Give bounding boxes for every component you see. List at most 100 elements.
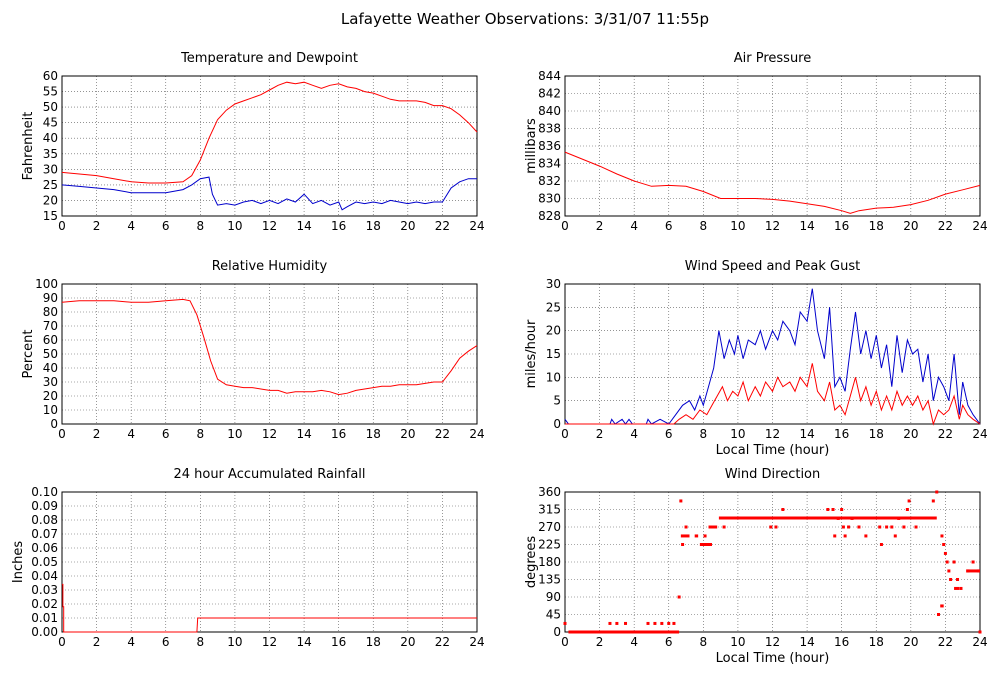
direction-point	[978, 630, 982, 634]
x-tick-label: 4	[127, 219, 135, 233]
x-axis-label: Local Time (hour)	[716, 651, 830, 666]
direction-point	[667, 621, 671, 625]
x-tick-label: 8	[197, 219, 205, 233]
x-tick-label: 14	[296, 219, 311, 233]
x-tick-label: 0	[58, 635, 66, 649]
x-tick-label: 22	[938, 219, 953, 233]
y-tick-label: 15	[43, 209, 58, 223]
y-tick-label: 840	[538, 104, 561, 118]
x-tick-label: 0	[561, 219, 569, 233]
y-tick-label: 30	[43, 162, 58, 176]
y-tick-label: 80	[43, 305, 58, 319]
x-tick-label: 12	[262, 635, 277, 649]
direction-point	[935, 490, 939, 494]
x-tick-label: 16	[331, 635, 346, 649]
y-tick-label: 0.07	[31, 527, 58, 541]
x-tick-label: 16	[834, 427, 849, 441]
x-tick-label: 20	[400, 635, 415, 649]
direction-point	[833, 534, 837, 538]
y-tick-label: 0.01	[31, 611, 58, 625]
y-tick-label: 0.05	[31, 555, 58, 569]
direction-point	[847, 525, 851, 529]
y-tick-label: 40	[43, 361, 58, 375]
direction-point	[703, 534, 707, 538]
direction-point	[672, 621, 676, 625]
x-tick-label: 14	[799, 219, 814, 233]
x-tick-label: 0	[58, 427, 66, 441]
x-tick-label: 24	[972, 427, 987, 441]
x-tick-label: 4	[127, 635, 135, 649]
chart-title: Relative Humidity	[212, 259, 328, 274]
direction-point	[947, 569, 951, 573]
y-tick-label: 836	[538, 139, 561, 153]
y-tick-label: 30	[43, 375, 58, 389]
direction-point	[897, 516, 901, 520]
x-tick-label: 14	[296, 427, 311, 441]
x-tick-label: 24	[972, 219, 987, 233]
y-tick-label: 90	[546, 590, 561, 604]
y-tick-label: 832	[538, 174, 561, 188]
x-tick-label: 4	[630, 219, 638, 233]
direction-point	[905, 508, 909, 511]
direction-point	[841, 525, 845, 529]
x-tick-label: 2	[596, 219, 604, 233]
y-tick-label: 40	[43, 131, 58, 145]
x-tick-label: 6	[665, 427, 673, 441]
y-tick-label: 0.00	[31, 625, 58, 639]
direction-point	[769, 525, 773, 529]
direction-point	[959, 586, 963, 590]
y-tick-label: 25	[546, 300, 561, 314]
direction-point	[976, 569, 980, 573]
x-tick-label: 22	[435, 427, 450, 441]
x-tick-label: 12	[765, 427, 780, 441]
direction-point	[624, 621, 628, 625]
y-tick-label: 315	[538, 503, 561, 517]
x-tick-label: 12	[262, 427, 277, 441]
series-line	[61, 298, 478, 396]
chart-title: Air Pressure	[734, 51, 812, 66]
x-tick-label: 24	[972, 635, 987, 649]
series-line	[565, 363, 981, 426]
x-tick-label: 22	[938, 427, 953, 441]
x-tick-label: 12	[765, 219, 780, 233]
direction-point	[831, 508, 835, 511]
y-tick-label: 0	[50, 417, 58, 431]
x-tick-label: 10	[227, 427, 242, 441]
chart-title: 24 hour Accumulated Rainfall	[173, 467, 365, 482]
direction-point	[608, 621, 612, 625]
y-axis-label: millibars	[524, 118, 539, 174]
x-tick-label: 6	[162, 427, 170, 441]
y-tick-label: 100	[35, 277, 58, 291]
y-tick-label: 838	[538, 122, 561, 136]
y-tick-label: 25	[43, 178, 58, 192]
y-tick-label: 0.06	[31, 541, 58, 555]
y-tick-label: 0.10	[31, 485, 58, 499]
x-tick-label: 6	[162, 219, 170, 233]
direction-point	[966, 569, 970, 573]
y-tick-label: 55	[43, 85, 58, 99]
direction-point	[708, 543, 712, 546]
direction-point	[907, 499, 911, 503]
direction-point	[843, 534, 847, 538]
x-tick-label: 10	[227, 219, 242, 233]
direction-point	[840, 508, 844, 511]
x-tick-label: 22	[435, 219, 450, 233]
series-line	[62, 583, 477, 633]
y-tick-label: 20	[546, 324, 561, 338]
series-line	[61, 176, 477, 211]
y-tick-label: 20	[43, 193, 58, 207]
x-tick-label: 8	[700, 635, 708, 649]
x-tick-label: 18	[366, 427, 381, 441]
y-tick-label: 360	[538, 485, 561, 499]
x-tick-label: 18	[366, 635, 381, 649]
direction-point	[836, 516, 840, 520]
y-tick-label: 15	[546, 347, 561, 361]
x-tick-label: 16	[834, 635, 849, 649]
direction-point	[902, 525, 906, 529]
direction-point	[878, 525, 882, 529]
y-tick-label: 50	[43, 100, 58, 114]
x-tick-label: 2	[93, 219, 101, 233]
x-tick-label: 18	[869, 219, 884, 233]
